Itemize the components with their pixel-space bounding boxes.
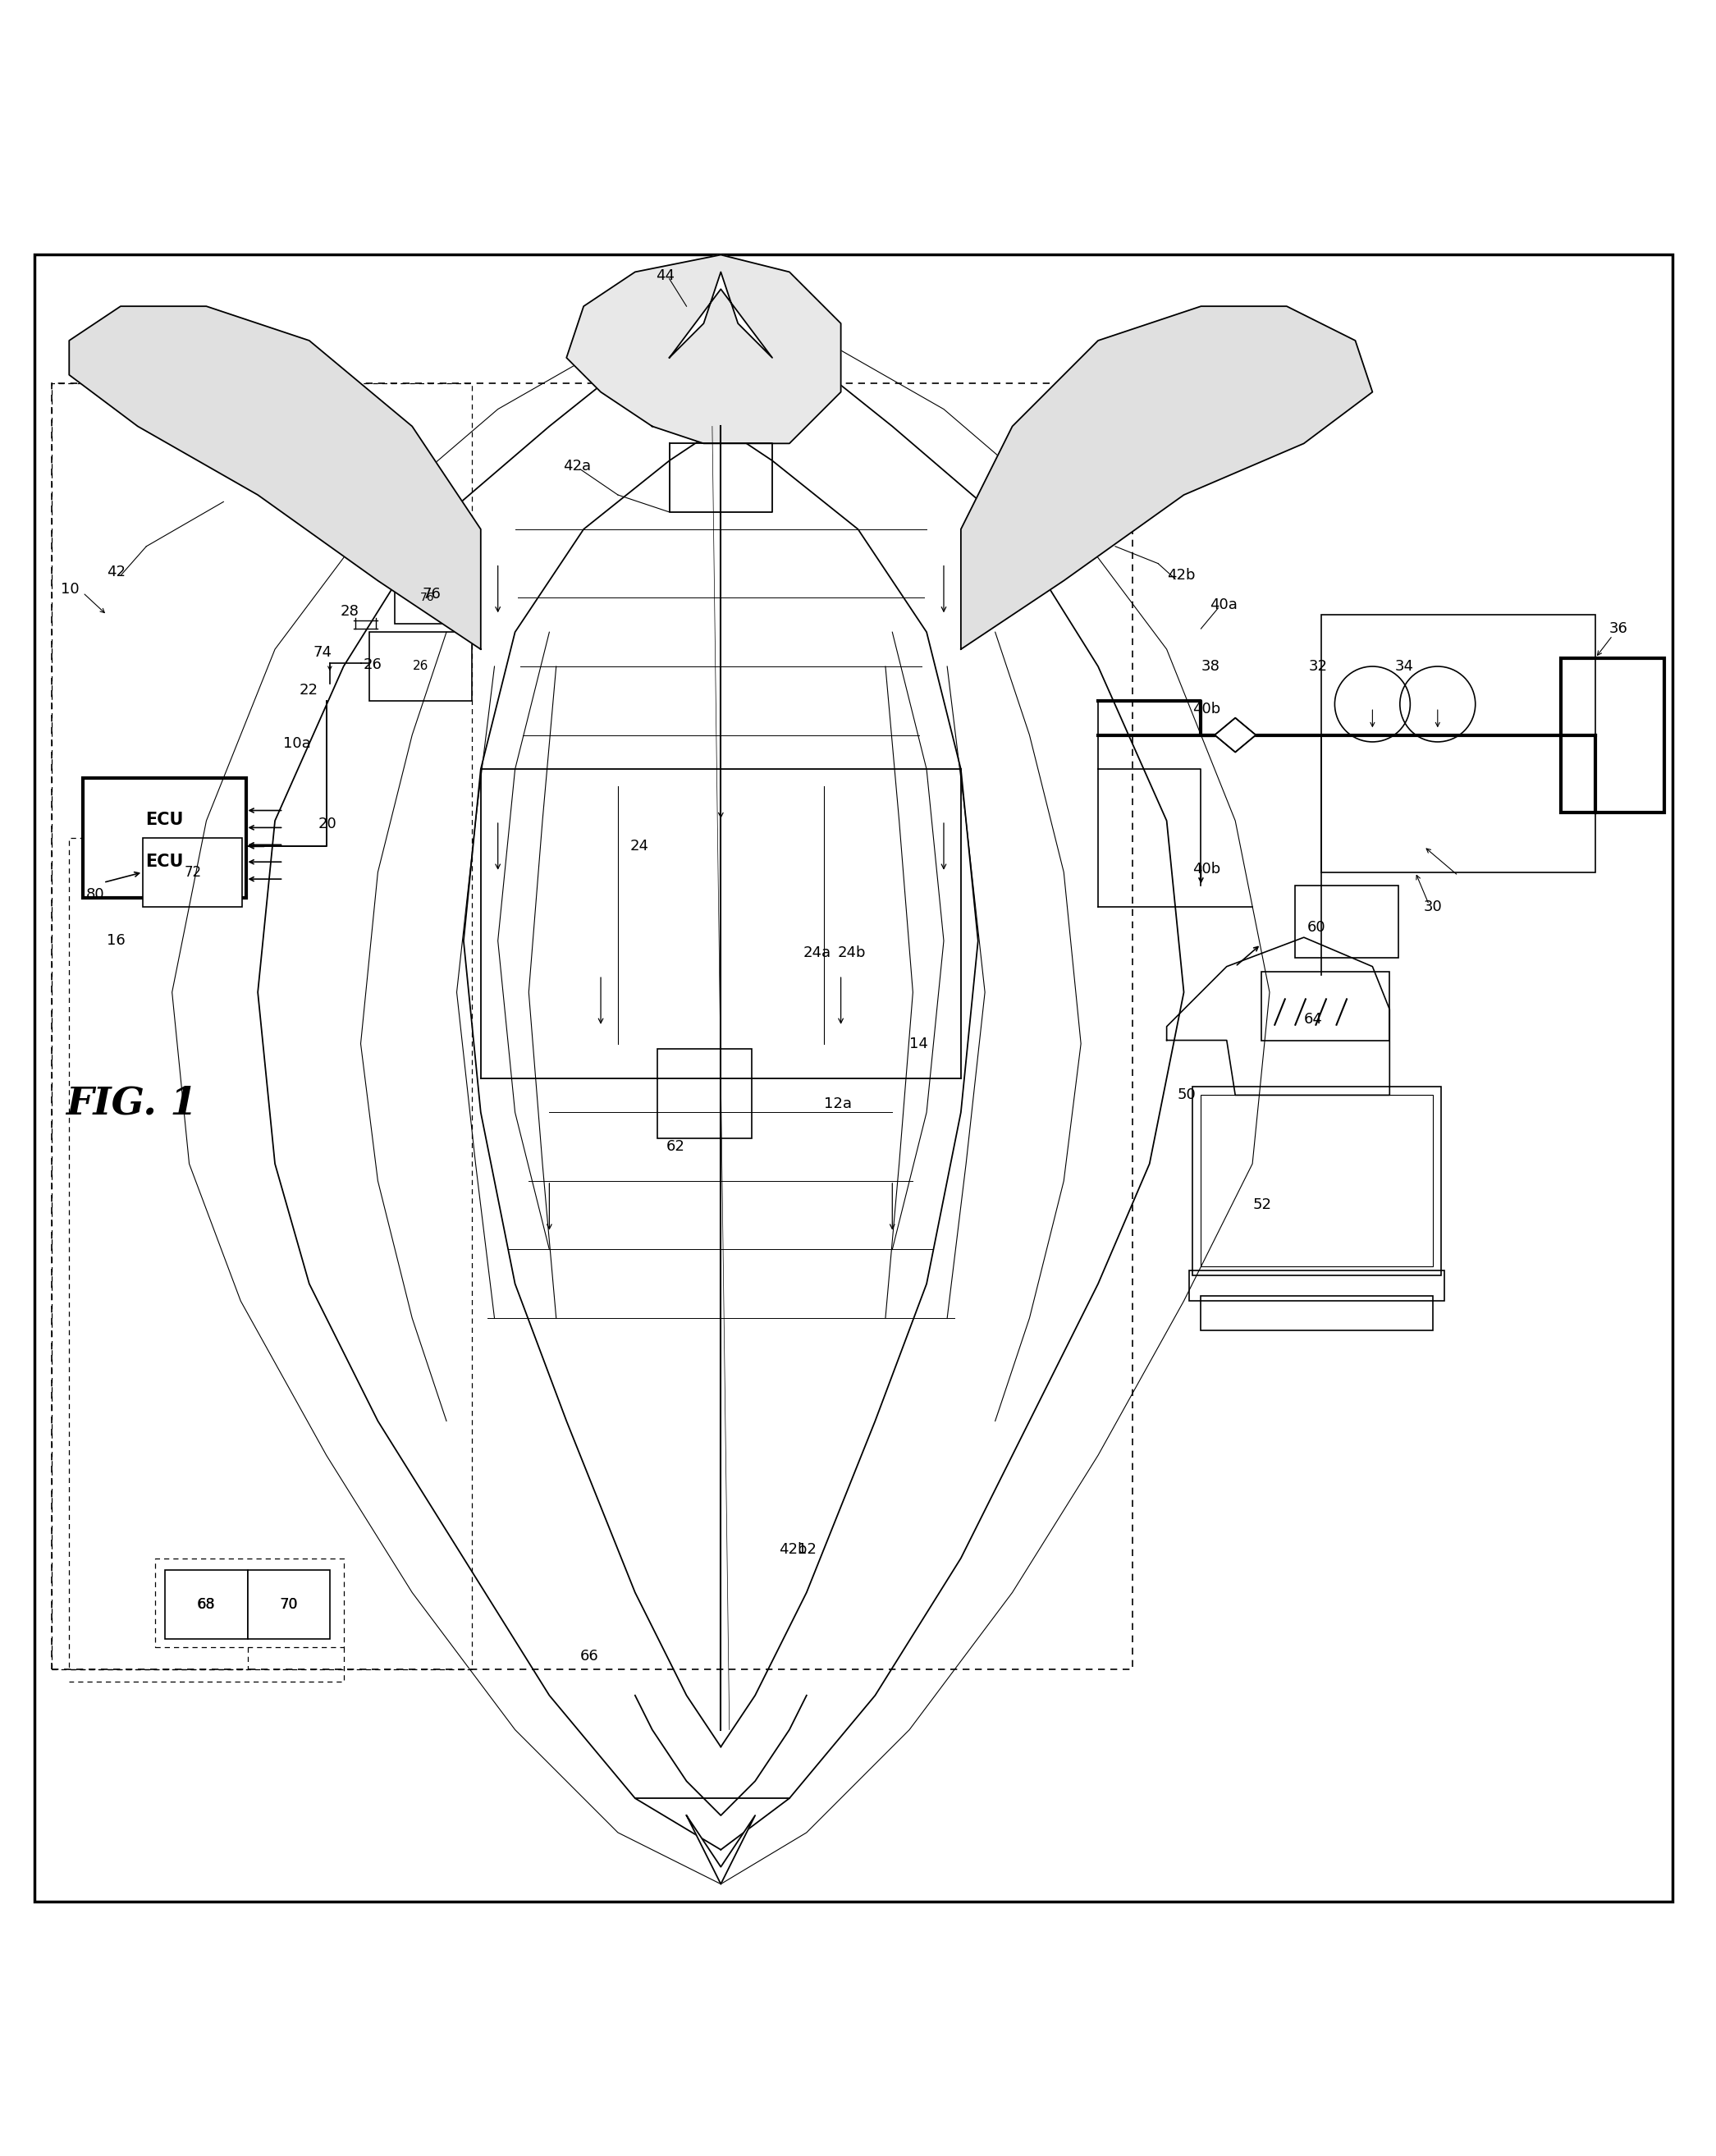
Bar <box>395 571 467 623</box>
Polygon shape <box>1215 718 1256 752</box>
Text: 20: 20 <box>317 817 336 832</box>
Text: 66: 66 <box>580 1649 599 1662</box>
Polygon shape <box>669 272 772 358</box>
Text: 24a: 24a <box>803 946 831 959</box>
Text: 50: 50 <box>1177 1089 1196 1102</box>
Text: 16: 16 <box>106 934 125 949</box>
Polygon shape <box>686 1815 755 1884</box>
Text: FIG. 1: FIG. 1 <box>65 1084 197 1123</box>
Text: 70: 70 <box>280 1598 299 1613</box>
Bar <box>142 839 242 906</box>
Bar <box>247 1570 329 1639</box>
Text: 12: 12 <box>798 1542 817 1557</box>
Text: 76: 76 <box>422 586 441 602</box>
Text: 62: 62 <box>666 1138 685 1153</box>
Text: 26: 26 <box>414 660 429 673</box>
Text: 52: 52 <box>1253 1197 1272 1212</box>
Bar <box>1201 1296 1433 1330</box>
Bar <box>1261 972 1390 1041</box>
Bar <box>1193 1087 1441 1274</box>
Text: 34: 34 <box>1395 660 1414 675</box>
Text: 36: 36 <box>1610 621 1628 636</box>
Text: 80: 80 <box>86 886 105 901</box>
Text: 74: 74 <box>312 645 331 660</box>
Bar <box>154 1559 343 1647</box>
Text: ECU: ECU <box>146 854 184 871</box>
Bar <box>1201 1095 1433 1266</box>
Text: 42a: 42a <box>563 459 590 472</box>
Text: 32: 32 <box>1309 660 1328 675</box>
Text: 24b: 24b <box>837 946 867 959</box>
Text: 64: 64 <box>1304 1013 1323 1026</box>
Text: 26: 26 <box>364 658 383 673</box>
Text: ECU: ECU <box>146 811 184 828</box>
Text: 38: 38 <box>1201 660 1220 675</box>
Text: 14: 14 <box>909 1037 928 1052</box>
Bar <box>369 632 472 701</box>
Polygon shape <box>961 306 1373 649</box>
Text: 68: 68 <box>197 1598 214 1613</box>
Text: 70: 70 <box>280 1598 297 1613</box>
Bar <box>82 778 245 897</box>
Text: 68: 68 <box>197 1598 216 1613</box>
Text: 76: 76 <box>420 593 434 604</box>
Text: 10a: 10a <box>283 735 311 750</box>
Polygon shape <box>69 306 480 649</box>
Text: 60: 60 <box>1308 921 1326 934</box>
Bar <box>165 1570 247 1639</box>
Text: 40b: 40b <box>1193 703 1220 716</box>
Bar <box>1321 614 1596 873</box>
Text: 72: 72 <box>184 865 201 880</box>
Text: 10: 10 <box>60 582 79 597</box>
Text: 40a: 40a <box>1210 597 1237 612</box>
Text: 42b: 42b <box>1167 569 1194 582</box>
Text: 22: 22 <box>299 683 317 699</box>
Text: 44: 44 <box>656 267 674 282</box>
Text: 42b: 42b <box>779 1542 808 1557</box>
Polygon shape <box>566 254 841 444</box>
Bar <box>1189 1270 1445 1300</box>
Bar <box>51 384 1133 1669</box>
Text: 24: 24 <box>630 839 649 854</box>
Text: 40b: 40b <box>1193 862 1220 875</box>
Text: 12a: 12a <box>824 1097 851 1110</box>
Bar <box>657 1048 752 1138</box>
Text: 30: 30 <box>1424 899 1443 914</box>
Text: 42: 42 <box>106 565 125 580</box>
Bar <box>1562 658 1665 813</box>
Bar <box>1296 886 1399 957</box>
Bar <box>51 384 472 1669</box>
Text: 28: 28 <box>340 604 359 619</box>
